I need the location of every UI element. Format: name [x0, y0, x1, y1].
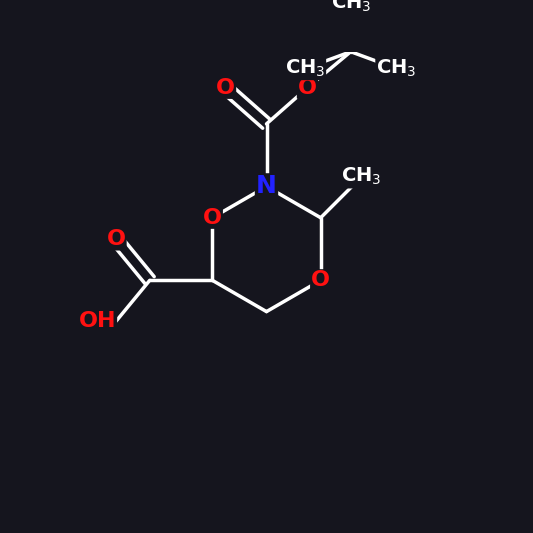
- Text: N: N: [256, 174, 277, 198]
- Text: O: O: [311, 270, 330, 290]
- Text: O: O: [203, 208, 222, 228]
- Text: CH$_3$: CH$_3$: [376, 58, 417, 79]
- Text: OH: OH: [78, 311, 116, 331]
- Text: CH$_3$: CH$_3$: [330, 0, 371, 14]
- Text: CH$_3$: CH$_3$: [285, 58, 325, 79]
- Text: O: O: [216, 78, 235, 98]
- Text: CH$_3$: CH$_3$: [342, 166, 382, 188]
- Text: O: O: [107, 229, 126, 249]
- Text: O: O: [298, 78, 317, 98]
